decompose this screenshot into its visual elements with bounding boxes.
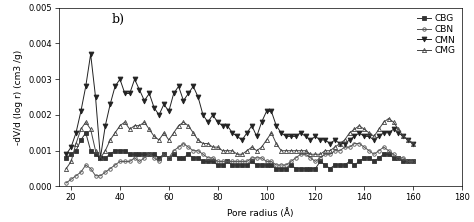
CBG [117,149,123,152]
Text: b): b) [111,13,124,26]
CBN [264,160,269,163]
CBG [273,167,279,170]
Y-axis label: -dV/d (log r) (cm3 /g): -dV/d (log r) (cm3 /g) [14,50,23,145]
CBG [308,167,313,170]
Legend: CBG, CBN, CMN, CMG: CBG, CBN, CMN, CMG [416,12,457,57]
CMN [122,92,128,95]
CMG [181,121,186,123]
CMN [293,135,299,138]
CMN [410,142,416,145]
CMN [308,139,313,141]
CMN [64,153,69,156]
CMN [88,53,93,56]
CMN [391,128,396,131]
CBN [303,153,309,156]
CBG [391,157,396,159]
CBN [185,146,191,149]
CBG [64,157,69,159]
Line: CMN: CMN [64,52,416,160]
Line: CMG: CMG [64,116,415,171]
CBG [410,160,416,163]
CMN [98,157,103,159]
CMG [146,128,152,131]
Line: CBG: CBG [64,131,415,170]
CBN [288,160,294,163]
CMG [259,146,264,149]
X-axis label: Pore radius (Å): Pore radius (Å) [227,208,294,218]
CBN [410,160,416,163]
Line: CBN: CBN [64,142,415,185]
CMN [191,85,196,88]
CBN [181,142,186,145]
CMG [298,149,303,152]
CBG [264,164,269,166]
CBN [64,182,69,184]
CBG [293,167,299,170]
CMG [283,149,289,152]
CBG [83,131,89,134]
CMG [410,142,416,145]
CMG [112,131,118,134]
CMN [269,110,274,113]
CBN [112,164,118,166]
CMG [64,167,69,170]
CBG [185,153,191,156]
CMG [386,117,392,120]
CBN [146,153,152,156]
